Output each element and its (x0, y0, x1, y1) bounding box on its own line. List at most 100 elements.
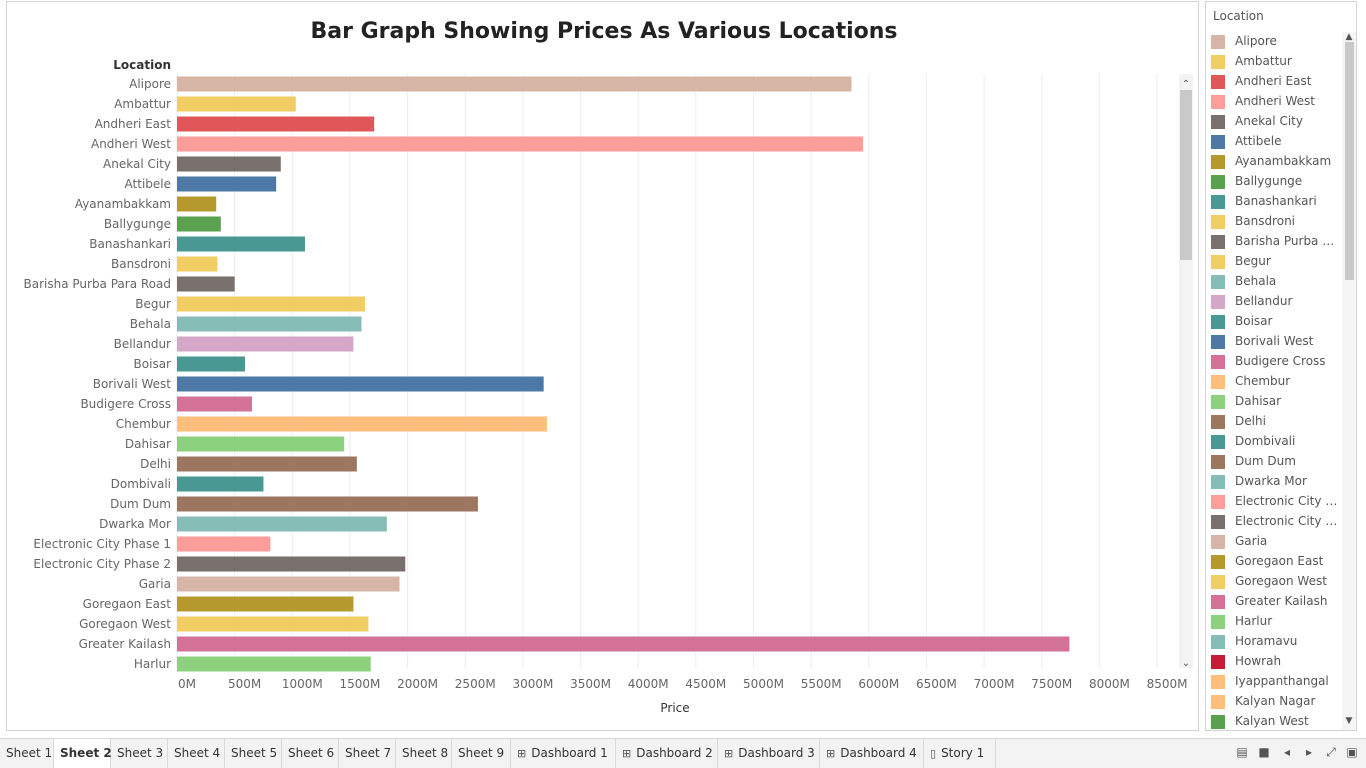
bar-dahisar[interactable] (177, 436, 345, 452)
bar-greater-kailash[interactable] (177, 636, 1070, 652)
legend-item[interactable]: Ballygunge (1211, 172, 1341, 192)
legend-item[interactable]: Iyappanthangal (1211, 672, 1341, 692)
legend-item[interactable]: Kalyan Nagar (1211, 692, 1341, 712)
bar-dwarka-mor[interactable] (177, 516, 387, 532)
legend-item[interactable]: Andheri East (1211, 72, 1341, 92)
presentation-icon[interactable]: ▣ (1346, 745, 1358, 759)
legend-item[interactable]: Alipore (1211, 32, 1341, 52)
bar-dombivali[interactable] (177, 476, 264, 492)
legend-item[interactable]: Bellandur (1211, 292, 1341, 312)
tab-sheet-3[interactable]: Sheet 3 (111, 739, 168, 768)
legend-swatch (1211, 75, 1225, 89)
chart-scroll-thumb[interactable] (1180, 90, 1192, 260)
bar-alipore[interactable] (177, 76, 852, 92)
bar-andheri-east[interactable] (177, 116, 375, 132)
legend-item[interactable]: Borivali West (1211, 332, 1341, 352)
legend-item[interactable]: Ambattur (1211, 52, 1341, 72)
bar-dum-dum[interactable] (177, 496, 478, 512)
legend-item[interactable]: Delhi (1211, 412, 1341, 432)
legend-swatch (1211, 35, 1225, 49)
legend-item[interactable]: Attibele (1211, 132, 1341, 152)
legend-label: Bansdroni (1235, 214, 1296, 228)
legend-item[interactable]: Dum Dum (1211, 452, 1341, 472)
dashboard-icon: ⊞ (517, 747, 527, 760)
filmstrip-view-icon[interactable]: ▤ (1236, 745, 1248, 759)
tab-sheet-7[interactable]: Sheet 7 (339, 739, 396, 768)
tab-sheet-1[interactable]: Sheet 1 (0, 739, 54, 768)
tab-dashboard-2[interactable]: ⊞ Dashboard 2 (616, 739, 718, 768)
legend-item[interactable]: Horamavu (1211, 632, 1341, 652)
legend-item[interactable]: Electronic City Ph.. (1211, 512, 1341, 532)
legend-item[interactable]: Ayanambakkam (1211, 152, 1341, 172)
legend-item[interactable]: Boisar (1211, 312, 1341, 332)
legend-item[interactable]: Howrah (1211, 652, 1341, 672)
tab-sheet-4[interactable]: Sheet 4 (168, 739, 225, 768)
legend-item[interactable]: Goregaon East (1211, 552, 1341, 572)
legend-item[interactable]: Barisha Purba Par.. (1211, 232, 1341, 252)
bar-harlur[interactable] (177, 656, 371, 672)
x-tick-label: 3500M (570, 677, 611, 691)
legend-item[interactable]: Behala (1211, 272, 1341, 292)
chart-scroll-down-icon[interactable]: ⌄ (1182, 658, 1190, 669)
bar-goregaon-west[interactable] (177, 616, 369, 632)
bar-chembur[interactable] (177, 416, 548, 432)
bar-behala[interactable] (177, 316, 362, 332)
legend-label: Howrah (1235, 654, 1282, 668)
tab-view-icon[interactable]: ■ (1258, 745, 1270, 759)
bar-bellandur[interactable] (177, 336, 354, 352)
legend-item[interactable]: Electronic City Ph.. (1211, 492, 1341, 512)
legend-item[interactable]: Banashankari (1211, 192, 1341, 212)
legend-item[interactable]: Dahisar (1211, 392, 1341, 412)
legend-item[interactable]: Greater Kailash (1211, 592, 1341, 612)
legend-item[interactable]: Begur (1211, 252, 1341, 272)
legend-item[interactable]: Anekal City (1211, 112, 1341, 132)
tab-sheet-2[interactable]: Sheet 2 (54, 739, 112, 768)
legend-item[interactable]: Andheri West (1211, 92, 1341, 112)
tab-label: Dashboard 1 (531, 746, 608, 760)
bar-attibele[interactable] (177, 176, 277, 192)
bar-delhi[interactable] (177, 456, 357, 472)
legend-item[interactable]: Goregaon West (1211, 572, 1341, 592)
tab-dashboard-3[interactable]: ⊞ Dashboard 3 (718, 739, 820, 768)
bar-garia[interactable] (177, 576, 400, 592)
legend-item[interactable]: Chembur (1211, 372, 1341, 392)
bar-budigere-cross[interactable] (177, 396, 252, 412)
previous-sheet-icon[interactable]: ◂ (1283, 745, 1291, 759)
bar-andheri-west[interactable] (177, 136, 864, 152)
legend-label: Dum Dum (1235, 454, 1296, 468)
tab-sheet-5[interactable]: Sheet 5 (225, 739, 282, 768)
bar-borivali-west[interactable] (177, 376, 544, 392)
bar-ambattur[interactable] (177, 96, 296, 112)
chart-scroll-up-icon[interactable]: ⌃ (1182, 79, 1190, 90)
legend-item[interactable]: Garia (1211, 532, 1341, 552)
legend-item[interactable]: Bansdroni (1211, 212, 1341, 232)
fit-screen-icon[interactable]: ⤢ (1326, 745, 1336, 759)
legend-item[interactable]: Budigere Cross (1211, 352, 1341, 372)
bar-electronic-city-phase-1[interactable] (177, 536, 271, 552)
legend-item[interactable]: Kalyan West (1211, 712, 1341, 730)
bar-barisha-purba-para-road[interactable] (177, 276, 235, 292)
bar-bansdroni[interactable] (177, 256, 218, 272)
bar-begur[interactable] (177, 296, 365, 312)
bar-goregaon-east[interactable] (177, 596, 354, 612)
bar-banashankari[interactable] (177, 236, 305, 252)
bar-boisar[interactable] (177, 356, 246, 372)
legend-item[interactable]: Dombivali (1211, 432, 1341, 452)
legend-item[interactable]: Dwarka Mor (1211, 472, 1341, 492)
tab-sheet-6[interactable]: Sheet 6 (282, 739, 339, 768)
legend-scroll-thumb[interactable] (1345, 42, 1354, 280)
bar-ayanambakkam[interactable] (177, 196, 217, 212)
next-sheet-icon[interactable]: ▸ (1305, 745, 1313, 759)
legend-item[interactable]: Harlur (1211, 612, 1341, 632)
tab-story-1[interactable]: ▯ Story 1 (924, 739, 996, 768)
scroll-up-icon[interactable]: ▲ (1345, 32, 1353, 42)
tab-dashboard-1[interactable]: ⊞ Dashboard 1 (511, 739, 616, 768)
tab-sheet-9[interactable]: Sheet 9 (452, 739, 511, 768)
bar-ballygunge[interactable] (177, 216, 221, 232)
legend-scrollbar[interactable]: ▲ ▼ (1342, 32, 1356, 730)
tab-sheet-8[interactable]: Sheet 8 (396, 739, 452, 768)
bar-electronic-city-phase-2[interactable] (177, 556, 406, 572)
scroll-down-icon[interactable]: ▼ (1345, 716, 1353, 726)
tab-dashboard-4[interactable]: ⊞ Dashboard 4 (820, 739, 924, 768)
bar-anekal-city[interactable] (177, 156, 281, 172)
